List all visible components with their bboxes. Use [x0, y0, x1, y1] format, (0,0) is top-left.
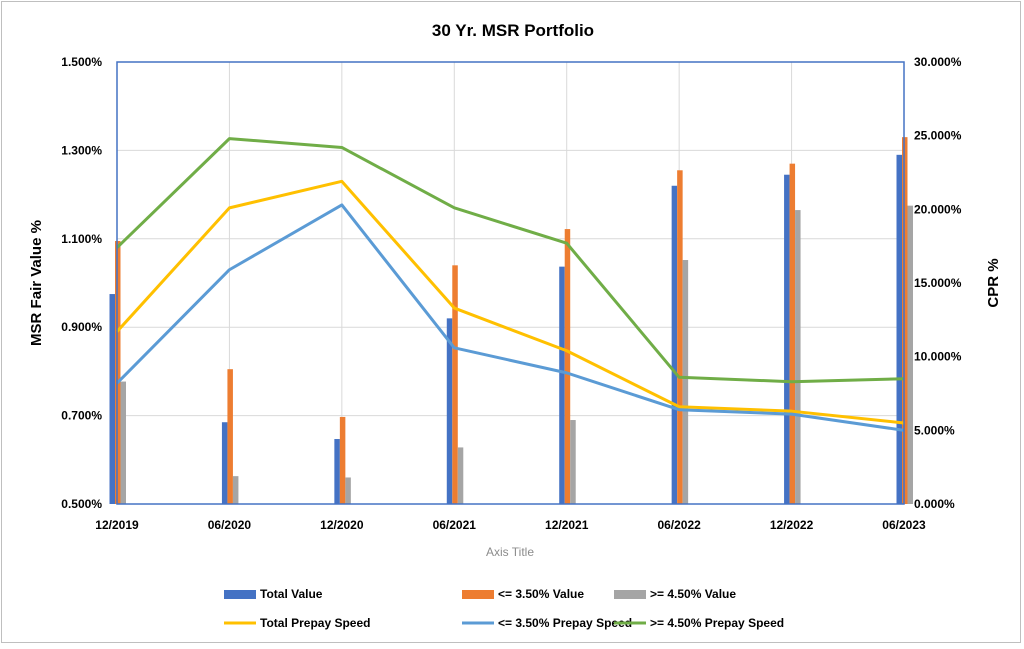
bar-2-5: [682, 260, 689, 504]
line-series-0: [115, 179, 905, 425]
bar-0-6: [784, 174, 790, 504]
line-series-1: [115, 203, 905, 432]
bar-0-7: [896, 154, 902, 504]
right-tick-label: 20.000%: [914, 202, 962, 216]
right-tick-label: 30.000%: [914, 55, 962, 69]
right-tick-label: 5.000%: [914, 423, 955, 437]
bar-1-4: [564, 229, 571, 505]
legend-label: Total Value: [260, 587, 323, 601]
x-tick-label: 12/2022: [770, 518, 814, 532]
x-tick-label: 06/2020: [208, 518, 252, 532]
bar-0-3: [446, 318, 453, 504]
x-axis-title: Axis Title: [486, 545, 534, 559]
left-tick-label: 0.500%: [61, 497, 102, 511]
bar-0-2: [334, 439, 340, 504]
plot-area-border: [116, 61, 905, 505]
x-tick-label: 06/2021: [433, 518, 477, 532]
x-axis-ticks: 12/2019 06/2020 12/2020 06/2021 12/2021 06/20…: [95, 518, 926, 532]
x-tick-label: 06/2022: [657, 518, 701, 532]
legend: Total Value <= 3.50% Value >= 4.50% Value T…: [224, 587, 784, 630]
x-tick-label: 12/2020: [320, 518, 364, 532]
left-tick-label: 0.700%: [61, 409, 102, 423]
left-tick-label: 0.900%: [61, 320, 102, 334]
right-tick-label: 15.000%: [914, 276, 962, 290]
line-series-2: [115, 137, 905, 384]
bar-0-1: [221, 422, 228, 504]
line-series-group: [115, 137, 905, 432]
right-tick-label: 10.000%: [914, 350, 962, 364]
right-axis-ticks: 0.000% 5.000% 10.000% 15.000% 20.000% 25.000%…: [914, 55, 962, 511]
bar-1-5: [677, 170, 683, 505]
left-tick-label: 1.100%: [61, 232, 102, 246]
bar-1-3: [452, 265, 458, 504]
bar-2-1: [232, 476, 239, 504]
bar-1-6: [789, 163, 796, 504]
left-tick-label: 1.300%: [61, 143, 102, 157]
bar-2-0: [120, 381, 126, 504]
legend-label: <= 3.50% Prepay Speed: [498, 616, 632, 630]
bar-1-2: [339, 416, 346, 504]
left-axis-label: MSR Fair Value %: [28, 220, 45, 346]
legend-swatch-bar: [462, 590, 494, 599]
legend-swatch-bar: [614, 590, 646, 599]
bar-0-4: [559, 266, 565, 504]
legend-swatch-bar: [224, 590, 256, 599]
bar-series-group: [109, 137, 913, 505]
legend-label: Total Prepay Speed: [260, 616, 370, 630]
legend-label: <= 3.50% Value: [498, 587, 584, 601]
right-axis-label: CPR %: [985, 258, 1002, 307]
x-tick-label: 06/2023: [882, 518, 926, 532]
bar-1-1: [227, 369, 233, 504]
bar-2-3: [457, 447, 464, 504]
bar-2-6: [795, 210, 801, 504]
bar-0-5: [671, 185, 678, 504]
left-axis-ticks: 0.500% 0.700% 0.900% 1.100% 1.300% 1.500%: [61, 55, 102, 511]
x-tick-label: 12/2021: [545, 518, 589, 532]
x-tick-label: 12/2019: [95, 518, 139, 532]
bar-2-7: [907, 205, 913, 504]
legend-label: >= 4.50% Value: [650, 587, 736, 601]
bar-2-2: [345, 477, 351, 504]
chart-title: 30 Yr. MSR Portfolio: [432, 21, 594, 40]
right-tick-label: 25.000%: [914, 129, 962, 143]
left-tick-label: 1.500%: [61, 55, 102, 69]
legend-label: >= 4.50% Prepay Speed: [650, 616, 784, 630]
bar-0-0: [109, 294, 115, 504]
right-tick-label: 0.000%: [914, 497, 955, 511]
bar-2-4: [570, 420, 576, 504]
